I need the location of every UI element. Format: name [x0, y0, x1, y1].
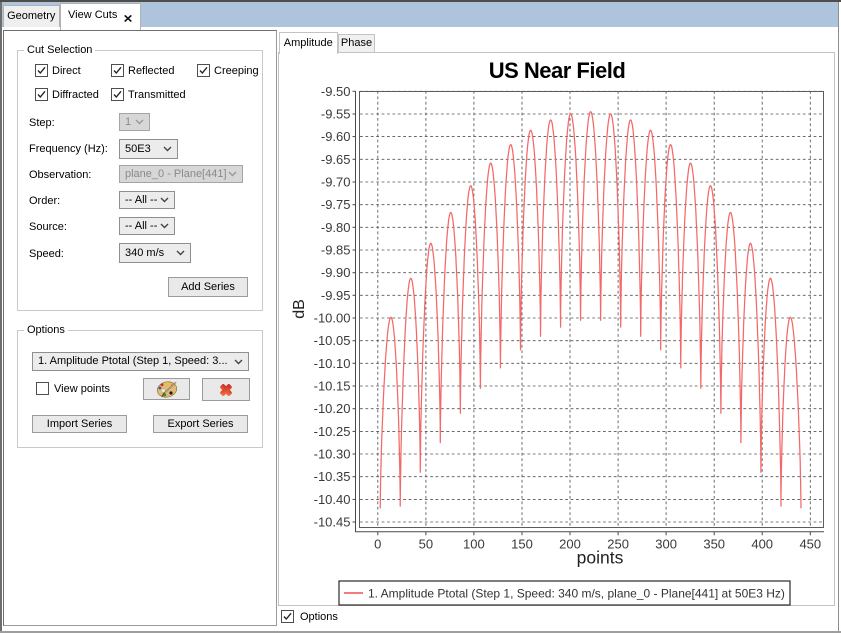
svg-text:0: 0 [374, 536, 381, 551]
svg-text:-10.40: -10.40 [314, 492, 351, 507]
svg-text:1. Amplitude Ptotal (Step 1, S: 1. Amplitude Ptotal (Step 1, Speed: 340 … [368, 587, 785, 601]
svg-text:200: 200 [559, 536, 581, 551]
svg-text:-9.75: -9.75 [321, 197, 351, 212]
svg-text:100: 100 [463, 536, 485, 551]
svg-text:150: 150 [511, 536, 533, 551]
svg-text:450: 450 [799, 536, 821, 551]
svg-text:-10.20: -10.20 [314, 401, 351, 416]
svg-text:-9.95: -9.95 [321, 288, 351, 303]
svg-text:-10.45: -10.45 [314, 515, 351, 530]
svg-text:-10.10: -10.10 [314, 356, 351, 371]
svg-text:350: 350 [703, 536, 725, 551]
svg-text:-10.05: -10.05 [314, 333, 351, 348]
svg-text:-9.55: -9.55 [321, 107, 351, 122]
svg-text:300: 300 [655, 536, 677, 551]
svg-text:-9.80: -9.80 [321, 220, 351, 235]
svg-text:-9.60: -9.60 [321, 129, 351, 144]
svg-text:dB: dB [291, 299, 308, 319]
svg-text:-10.35: -10.35 [314, 469, 351, 484]
svg-text:-10.30: -10.30 [314, 447, 351, 462]
svg-text:400: 400 [751, 536, 773, 551]
svg-text:-9.85: -9.85 [321, 243, 351, 258]
svg-text:-10.15: -10.15 [314, 379, 351, 394]
svg-text:-10.25: -10.25 [314, 424, 351, 439]
svg-text:50: 50 [419, 536, 433, 551]
svg-text:-10.00: -10.00 [314, 311, 351, 326]
svg-text:US Near Field: US Near Field [489, 58, 626, 83]
svg-text:-9.50: -9.50 [321, 84, 351, 99]
svg-text:-9.70: -9.70 [321, 175, 351, 190]
svg-text:points: points [577, 548, 624, 568]
svg-text:-9.65: -9.65 [321, 152, 351, 167]
svg-text:250: 250 [607, 536, 629, 551]
svg-text:-9.90: -9.90 [321, 265, 351, 280]
